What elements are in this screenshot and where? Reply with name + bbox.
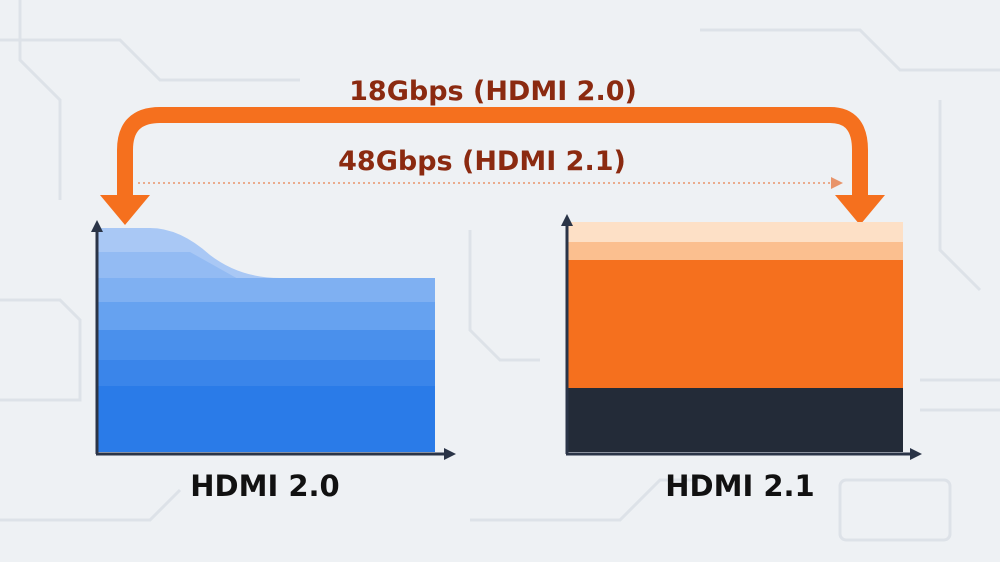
hdmi20-block xyxy=(97,228,435,452)
top-label: 18Gbps (HDMI 2.0) xyxy=(349,76,637,107)
arrowhead-right xyxy=(835,195,885,225)
transfer-arrow xyxy=(117,107,868,200)
middle-label: 48Gbps (HDMI 2.1) xyxy=(338,146,626,177)
circuit-pattern xyxy=(0,0,1000,542)
left-caption: HDMI 2.0 xyxy=(190,469,339,503)
arrowhead-left xyxy=(100,195,150,225)
right-caption: HDMI 2.1 xyxy=(665,469,814,503)
right-axes xyxy=(561,214,922,460)
hdmi21-block xyxy=(567,222,903,452)
left-axes xyxy=(91,220,456,460)
